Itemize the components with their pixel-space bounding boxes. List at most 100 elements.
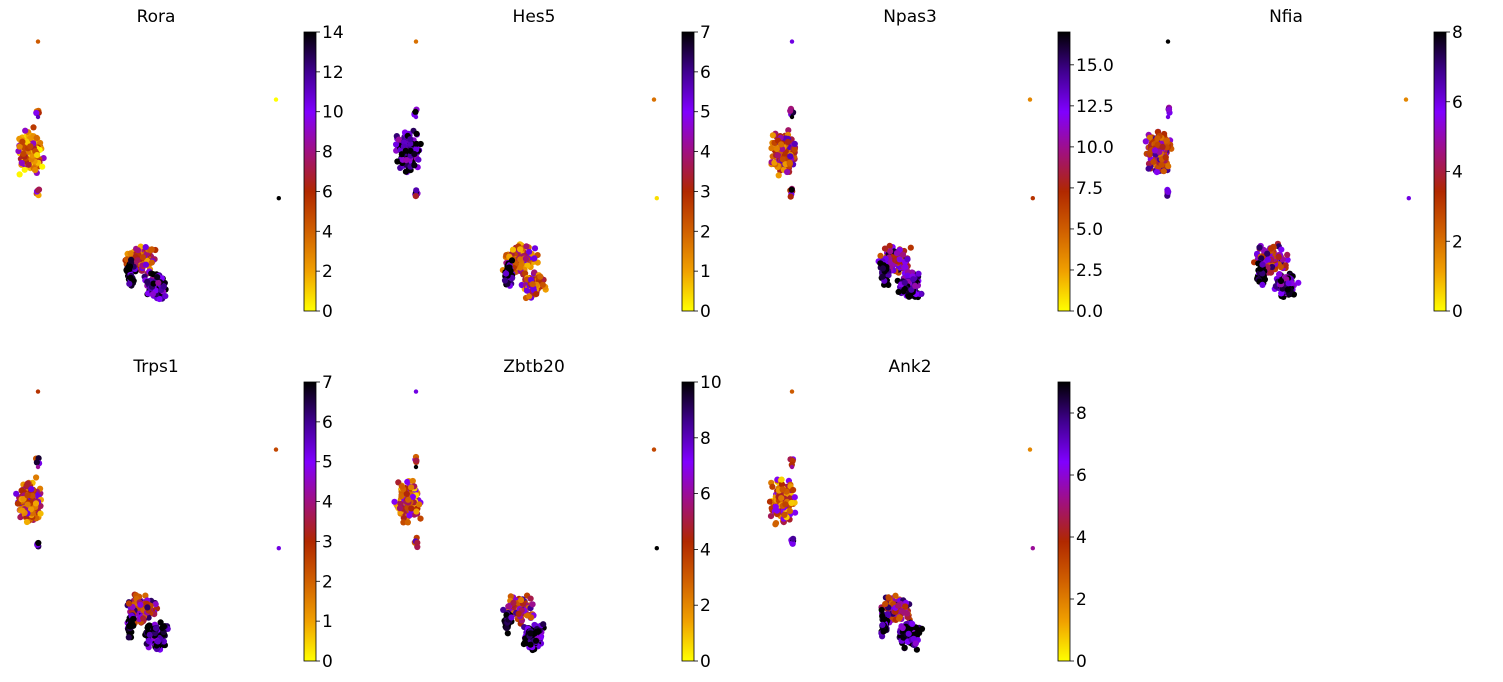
cell-point — [144, 604, 151, 611]
cell-point — [787, 153, 794, 160]
cell-point — [791, 146, 798, 153]
cell-point — [778, 476, 785, 483]
cell-point — [145, 637, 152, 644]
cell-point — [533, 637, 540, 644]
cell-point — [402, 147, 409, 154]
colorbar-tick-label: 5 — [322, 453, 333, 473]
cell-point — [156, 295, 163, 303]
cell-point — [1165, 188, 1172, 195]
cell-point — [126, 622, 133, 630]
cell-point — [1158, 161, 1165, 168]
cell-point — [517, 246, 524, 253]
cell-point — [778, 141, 785, 148]
colorbar-tick-label: 4 — [1076, 528, 1087, 548]
cell-point — [788, 186, 795, 193]
cell-point — [902, 264, 909, 271]
outlier-point — [651, 447, 657, 452]
outlier-point — [413, 464, 419, 470]
cell-point — [23, 518, 31, 526]
colorbar-tick-label: 7 — [322, 373, 333, 393]
cell-point — [517, 256, 524, 263]
cell-point — [413, 508, 420, 515]
cell-point — [1165, 163, 1172, 170]
colorbar-tick-label: 5 — [700, 103, 711, 123]
cell-point — [523, 243, 530, 250]
cell-point — [1278, 290, 1285, 297]
cell-point — [35, 187, 42, 194]
panel-title: Trps1 — [132, 357, 178, 377]
cell-point — [403, 490, 410, 498]
cell-point — [503, 625, 510, 632]
cell-point — [412, 193, 419, 200]
colorbar-tick-label: 12.5 — [1076, 97, 1114, 117]
cell-point — [152, 601, 159, 608]
scatter-points — [768, 39, 1036, 301]
cell-point — [22, 127, 29, 134]
colorbar-gradient — [681, 381, 695, 662]
outlier-point — [35, 464, 41, 470]
cell-point — [128, 256, 135, 263]
cell-point — [407, 136, 414, 143]
cell-point — [787, 107, 794, 114]
cell-point — [918, 625, 926, 633]
cell-point — [404, 519, 411, 526]
cell-point — [413, 130, 420, 137]
cell-point — [784, 138, 792, 145]
cell-point — [152, 625, 160, 632]
outlier-point — [276, 546, 281, 551]
colorbar-tick-label: 8 — [700, 429, 711, 449]
colorbar-tick-label: 2 — [322, 262, 333, 282]
cell-point — [508, 614, 515, 621]
cell-point — [1259, 270, 1266, 277]
colorbar-tick-label: 2.5 — [1076, 261, 1103, 281]
cell-point — [130, 615, 137, 623]
cell-point — [899, 251, 907, 258]
cell-point — [1284, 286, 1291, 293]
cell-point — [529, 281, 536, 288]
outlier-point — [413, 114, 419, 120]
cell-point — [142, 244, 149, 251]
cell-point — [398, 493, 405, 500]
cell-point — [887, 248, 894, 255]
cell-point — [396, 505, 403, 512]
cell-point — [1276, 271, 1283, 278]
cell-point — [892, 592, 899, 599]
cell-point — [887, 259, 894, 266]
cell-point — [1264, 250, 1271, 257]
cell-point — [147, 247, 154, 254]
colorbar-gradient — [1057, 381, 1071, 662]
colorbar-tick-label: 4 — [1452, 163, 1463, 183]
outlier-point — [1030, 546, 1036, 551]
panel-rora: Rora 0 2 4 6 8 10 12 14 — [15, 7, 344, 322]
colorbar-gradient — [303, 381, 317, 662]
cell-point — [766, 498, 774, 505]
cell-point — [501, 277, 509, 284]
cell-point — [531, 269, 538, 276]
panel-title: Hes5 — [513, 7, 556, 27]
panel-trps1: Trps1 0 1 2 3 4 5 6 7 — [13, 357, 333, 672]
cell-point — [1285, 280, 1292, 287]
cell-point — [16, 143, 23, 150]
cell-point — [417, 140, 424, 148]
cell-point — [409, 493, 416, 500]
cell-point — [524, 612, 531, 619]
outlier-point — [789, 464, 795, 470]
colorbar-tick-label: 2 — [700, 596, 711, 616]
cell-point — [529, 601, 536, 608]
cell-point — [403, 157, 410, 164]
cell-point — [125, 634, 132, 641]
cell-point — [139, 254, 146, 261]
cell-point — [1153, 169, 1160, 176]
cell-point — [405, 496, 412, 503]
cell-point — [39, 163, 46, 170]
cell-point — [37, 510, 44, 517]
colorbar: 0 2 4 6 8 — [1433, 23, 1463, 322]
cell-point — [394, 158, 401, 165]
colorbar: 0 1 2 3 4 5 6 7 — [303, 373, 333, 672]
cell-point — [411, 162, 418, 169]
outlier-point — [1027, 447, 1033, 452]
outlier-point — [1165, 114, 1171, 120]
colorbar-tick-label: 4 — [700, 540, 711, 560]
colorbar-tick-label: 0 — [322, 652, 333, 672]
